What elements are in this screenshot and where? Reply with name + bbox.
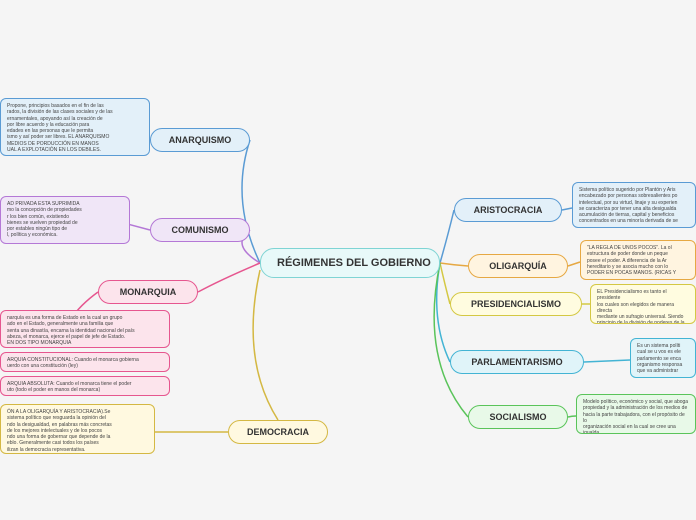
node-socialismo[interactable]: SOCIALISMO (468, 405, 568, 429)
desc-democracia: ÓN A LA OLIGARQUÍA Y ARISTOCRACIA).Se si… (0, 404, 155, 454)
node-presidencialismo[interactable]: PRESIDENCIALISMO (450, 292, 582, 316)
desc-presidencialismo: EL Presidencialismo es tanto el presiden… (590, 284, 696, 324)
node-anarquismo[interactable]: ANARQUISMO (150, 128, 250, 152)
center-node[interactable]: RÉGIMENES DEL GOBIERNO (260, 248, 440, 278)
desc-anarquismo: Propone, principios basados en el fin de… (0, 98, 150, 156)
desc-monarquia3: ARQUIA ABSOLUTA: Cuando el monarca tiene… (0, 376, 170, 396)
node-aristocracia[interactable]: ARISTOCRACIA (454, 198, 562, 222)
desc-parlamentarismo: Es un sistema políti cual se u vos es el… (630, 338, 696, 378)
node-parlamentarismo[interactable]: PARLAMENTARISMO (450, 350, 584, 374)
desc-monarquia1: narquía es una forma de Estado en la cua… (0, 310, 170, 348)
desc-socialismo: Modelo político, económico y social, que… (576, 394, 696, 434)
desc-monarquia2: ARQUIA CONSTITUCIONAL: Cuando el monarca… (0, 352, 170, 372)
desc-oligarquia: "LA REGLA DE UNOS POCOS". La ol estructu… (580, 240, 696, 280)
node-comunismo[interactable]: COMUNISMO (150, 218, 250, 242)
node-democracia[interactable]: DEMOCRACIA (228, 420, 328, 444)
node-monarquia[interactable]: MONARQUIA (98, 280, 198, 304)
desc-comunismo: AD PRIVADA ESTA SUPRIMIDA mo la concepci… (0, 196, 130, 244)
desc-aristocracia: Sistema político sugerido por Plantón y … (572, 182, 696, 228)
node-oligarquia[interactable]: OLIGARQUÍA (468, 254, 568, 278)
